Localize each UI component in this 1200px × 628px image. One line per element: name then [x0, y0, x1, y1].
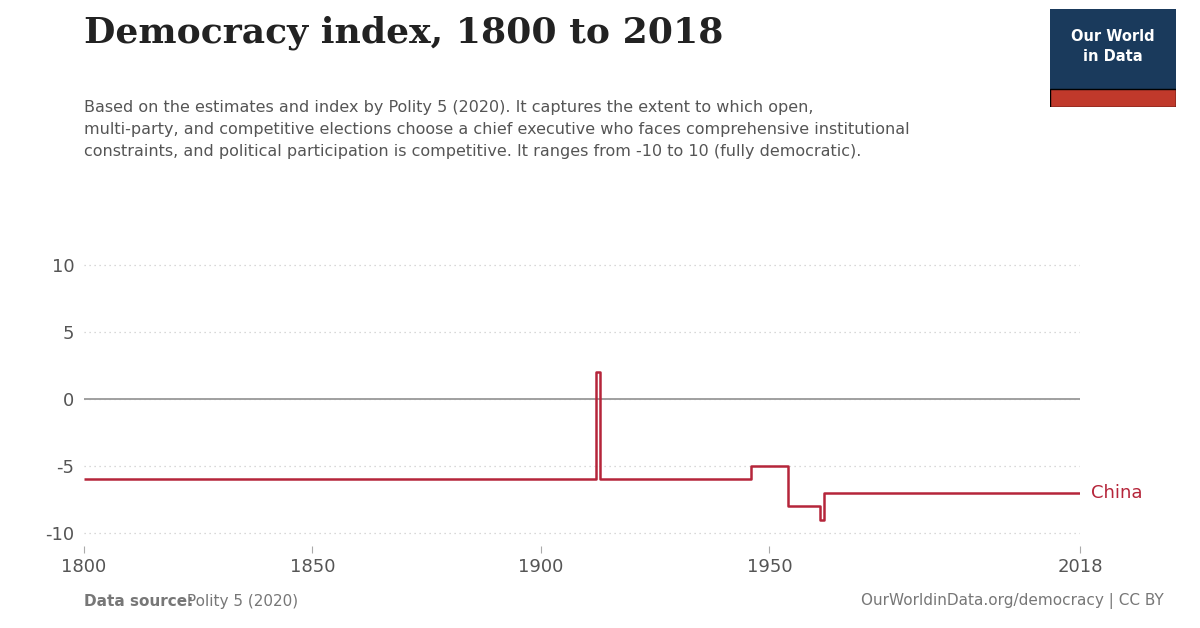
Text: OurWorldinData.org/democracy | CC BY: OurWorldinData.org/democracy | CC BY	[862, 593, 1164, 609]
FancyBboxPatch shape	[1050, 89, 1176, 107]
Text: Democracy index, 1800 to 2018: Democracy index, 1800 to 2018	[84, 16, 724, 50]
Text: Our World
in Data: Our World in Data	[1072, 29, 1154, 64]
Text: Data source:: Data source:	[84, 594, 193, 609]
Text: Based on the estimates and index by Polity 5 (2020). It captures the extent to w: Based on the estimates and index by Poli…	[84, 100, 910, 159]
Text: China: China	[1091, 484, 1142, 502]
Text: Polity 5 (2020): Polity 5 (2020)	[182, 594, 299, 609]
